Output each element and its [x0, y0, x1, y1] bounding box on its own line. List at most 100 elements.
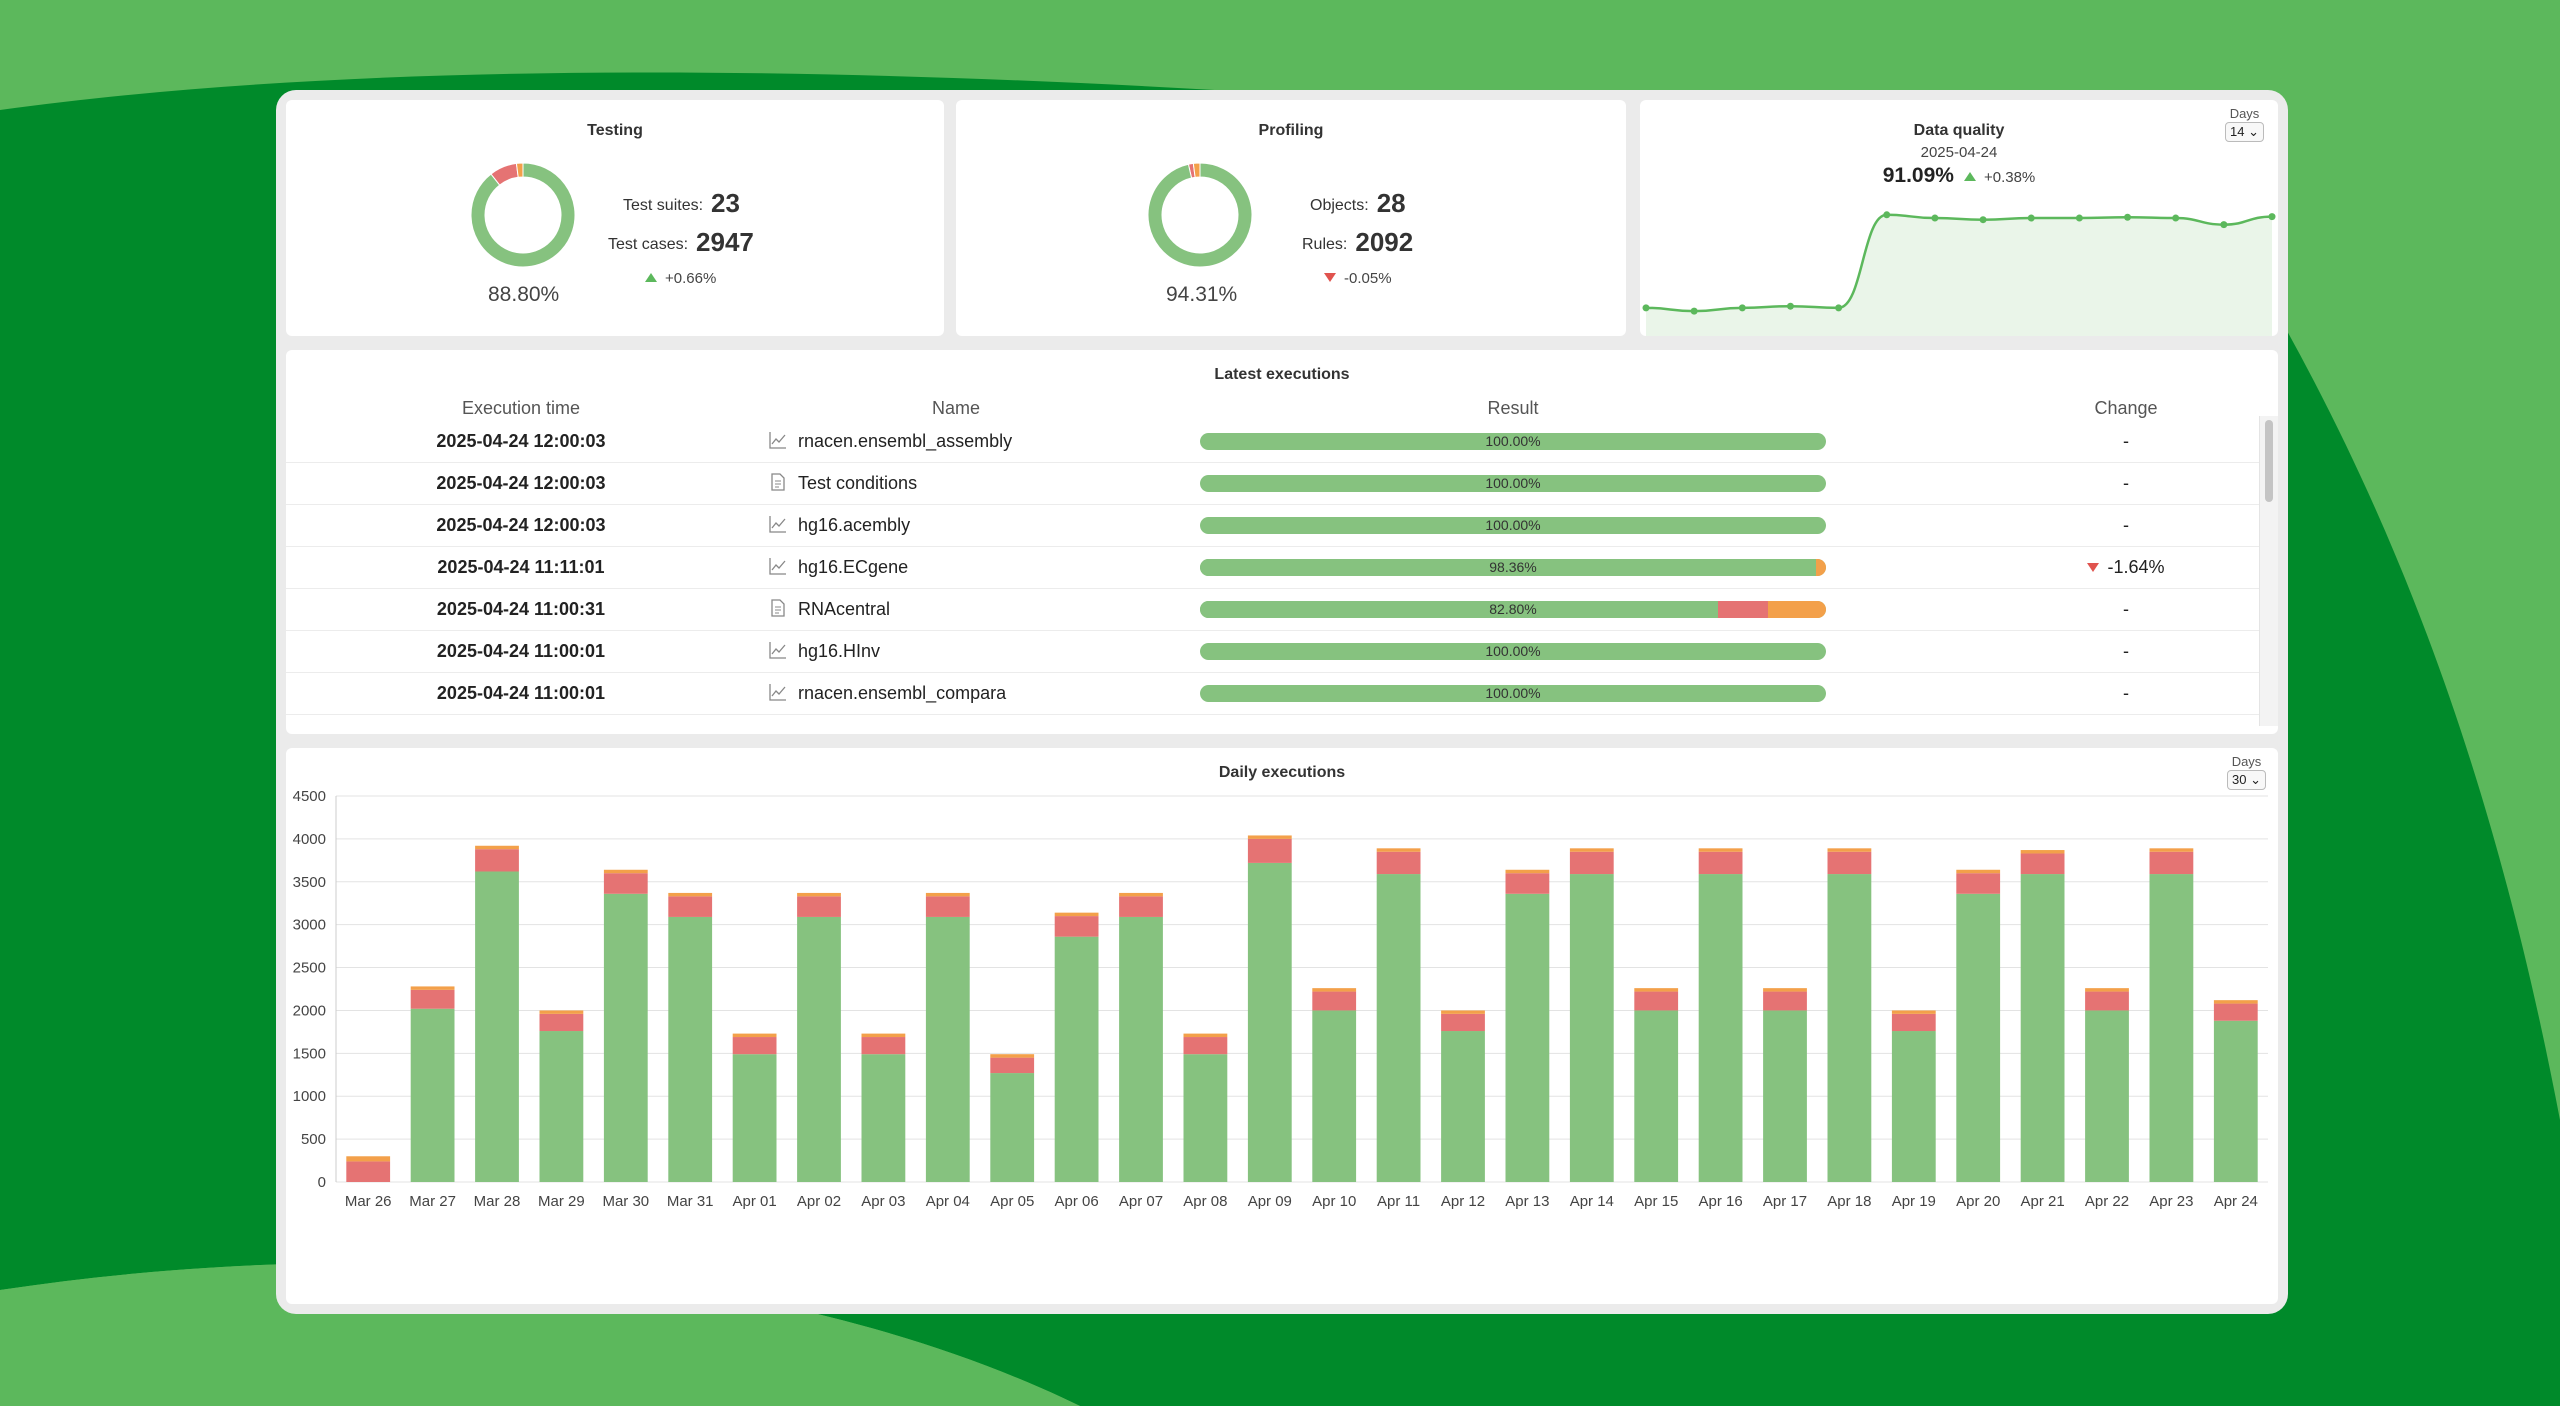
bar-fail-24[interactable] — [1891, 1013, 1936, 1032]
daily-days-dropdown[interactable]: 30 ⌄ — [2227, 770, 2266, 790]
bar-pass-24[interactable] — [1891, 1031, 1936, 1182]
table-row[interactable]: 2025-04-24 12:00:03 hg16.acembly 100.00% - — [286, 504, 2260, 547]
bar-fail-13[interactable] — [1183, 1037, 1228, 1055]
bar-pass-8[interactable] — [861, 1054, 906, 1182]
bar-fail-28[interactable] — [2149, 851, 2194, 875]
bar-pass-17[interactable] — [1441, 1031, 1485, 1182]
bar-warn-26[interactable] — [2020, 850, 2065, 854]
bar-warn-14[interactable] — [1247, 835, 1292, 839]
bar-pass-28[interactable] — [2149, 874, 2194, 1182]
row-name[interactable]: rnacen.ensembl_assembly — [798, 431, 1013, 451]
table-row[interactable]: 2025-04-24 10:20:00Crypto66.67%+16.67% — [286, 714, 2260, 720]
bar-fail-17[interactable] — [1441, 1013, 1485, 1032]
bar-pass-15[interactable] — [1312, 1010, 1357, 1182]
bar-fail-22[interactable] — [1763, 991, 1807, 1011]
bar-fail-29[interactable] — [2213, 1003, 2258, 1021]
row-name[interactable]: hg16.HInv — [798, 641, 881, 661]
bar-fail-10[interactable] — [990, 1057, 1035, 1074]
bar-warn-12[interactable] — [1119, 892, 1163, 897]
bar-warn-3[interactable] — [539, 1010, 584, 1014]
bar-pass-20[interactable] — [1634, 1010, 1679, 1182]
bar-warn-13[interactable] — [1183, 1033, 1228, 1038]
quality-point[interactable] — [1931, 214, 1939, 222]
bar-fail-4[interactable] — [603, 873, 648, 894]
bar-warn-27[interactable] — [2085, 988, 2129, 992]
bar-warn-6[interactable] — [732, 1033, 777, 1038]
scrollbar-thumb[interactable] — [2265, 420, 2273, 502]
bar-warn-19[interactable] — [1569, 848, 1614, 852]
bar-fail-12[interactable] — [1119, 896, 1163, 917]
bar-pass-29[interactable] — [2213, 1020, 2258, 1182]
quality-point[interactable] — [2075, 214, 2083, 222]
bar-pass-25[interactable] — [1956, 893, 2001, 1182]
col-execution-time[interactable]: Execution time — [461, 398, 581, 418]
bar-pass-16[interactable] — [1376, 874, 1421, 1182]
bar-warn-23[interactable] — [1827, 848, 1872, 852]
daily-days-select[interactable]: Days 30 ⌄ — [2227, 754, 2266, 790]
quality-point[interactable] — [1786, 302, 1794, 310]
table-row[interactable]: 2025-04-24 11:00:01 rnacen.ensembl_compar… — [286, 672, 2260, 715]
bar-fail-16[interactable] — [1376, 851, 1421, 875]
bar-fail-23[interactable] — [1827, 851, 1872, 875]
col-result[interactable]: Result — [1487, 398, 1539, 418]
bar-pass-6[interactable] — [732, 1054, 777, 1182]
bar-fail-15[interactable] — [1312, 991, 1357, 1011]
bar-pass-3[interactable] — [539, 1031, 584, 1182]
bar-warn-15[interactable] — [1312, 988, 1357, 992]
quality-point[interactable] — [2172, 214, 2180, 222]
bar-warn-22[interactable] — [1763, 988, 1807, 992]
quality-point[interactable] — [1690, 307, 1698, 315]
table-row[interactable]: 2025-04-24 12:00:03 Test conditions 100.00… — [286, 462, 2260, 505]
bar-fail-6[interactable] — [732, 1037, 777, 1055]
bar-fail-26[interactable] — [2020, 853, 2065, 875]
bar-pass-21[interactable] — [1698, 874, 1743, 1182]
bar-warn-8[interactable] — [861, 1033, 906, 1038]
quality-point[interactable] — [1883, 211, 1891, 219]
bar-warn-2[interactable] — [475, 845, 519, 850]
table-row[interactable]: 2025-04-24 12:00:03 rnacen.ensembl_assemb… — [286, 420, 2260, 463]
bar-pass-19[interactable] — [1569, 874, 1614, 1182]
bar-fail-11[interactable] — [1054, 916, 1099, 937]
bar-fail-5[interactable] — [668, 896, 713, 917]
bar-fail-0[interactable] — [346, 1161, 391, 1182]
bar-warn-18[interactable] — [1505, 869, 1550, 874]
bar-warn-0[interactable] — [346, 1156, 391, 1162]
bar-warn-20[interactable] — [1634, 988, 1679, 992]
row-name[interactable]: hg16.ECgene — [798, 557, 909, 577]
quality-point[interactable] — [1738, 304, 1746, 312]
bar-warn-9[interactable] — [925, 892, 970, 897]
bar-warn-28[interactable] — [2149, 848, 2194, 852]
quality-point[interactable] — [2268, 213, 2276, 221]
table-row[interactable]: 2025-04-24 11:11:01 hg16.ECgene 98.36% -1.6… — [286, 546, 2260, 589]
bar-warn-29[interactable] — [2213, 1000, 2258, 1004]
bar-fail-14[interactable] — [1247, 838, 1292, 863]
row-name[interactable]: rnacen.ensembl_compara — [798, 683, 1007, 703]
bar-warn-16[interactable] — [1376, 848, 1421, 852]
bar-pass-14[interactable] — [1247, 862, 1292, 1182]
quality-point[interactable] — [2220, 221, 2228, 229]
bar-fail-3[interactable] — [539, 1013, 584, 1032]
bar-warn-10[interactable] — [990, 1054, 1035, 1058]
bar-pass-27[interactable] — [2085, 1010, 2129, 1182]
executions-scrollbar[interactable] — [2259, 416, 2278, 726]
row-name[interactable]: Test conditions — [798, 473, 918, 493]
quality-days-dropdown[interactable]: 14 ⌄ — [2225, 122, 2264, 142]
row-name[interactable]: RNAcentral — [798, 599, 891, 619]
bar-pass-23[interactable] — [1827, 874, 1872, 1182]
bar-pass-11[interactable] — [1054, 936, 1099, 1182]
quality-point[interactable] — [2124, 213, 2132, 221]
bar-fail-7[interactable] — [797, 896, 841, 917]
col-change[interactable]: Change — [2094, 398, 2158, 418]
bar-pass-13[interactable] — [1183, 1054, 1228, 1182]
bar-fail-20[interactable] — [1634, 991, 1679, 1011]
quality-point[interactable] — [1979, 216, 1987, 224]
quality-point[interactable] — [1642, 304, 1650, 312]
bar-warn-5[interactable] — [668, 892, 713, 897]
bar-pass-10[interactable] — [990, 1073, 1035, 1182]
bar-fail-9[interactable] — [925, 896, 970, 917]
bar-warn-7[interactable] — [797, 892, 841, 897]
quality-days-select[interactable]: Days 14 ⌄ — [2225, 106, 2264, 142]
bar-pass-26[interactable] — [2020, 874, 2065, 1182]
bar-pass-18[interactable] — [1505, 893, 1550, 1182]
bar-fail-19[interactable] — [1569, 851, 1614, 875]
